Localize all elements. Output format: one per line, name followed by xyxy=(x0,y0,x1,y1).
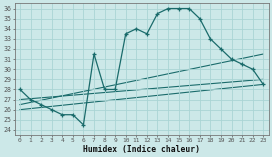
X-axis label: Humidex (Indice chaleur): Humidex (Indice chaleur) xyxy=(83,145,200,154)
